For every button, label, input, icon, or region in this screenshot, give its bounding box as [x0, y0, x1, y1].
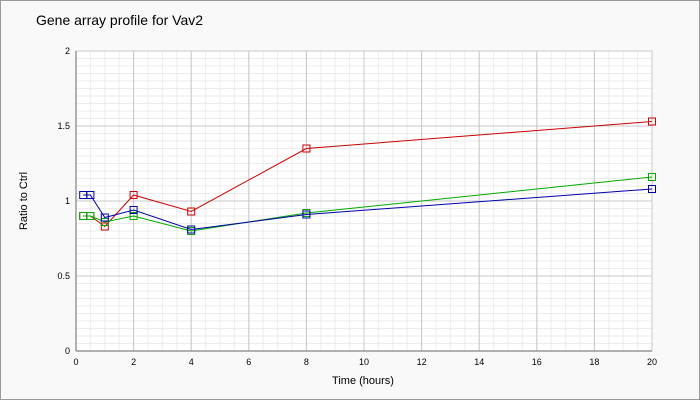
x-tick-label: 14 [474, 357, 484, 367]
data-point [187, 225, 196, 234]
y-tick-label: 1 [65, 196, 70, 206]
x-tick-label: 18 [589, 357, 599, 367]
chart-title: Gene array profile for Vav2 [36, 12, 204, 28]
data-point [129, 191, 138, 199]
x-tick-label: 4 [189, 357, 194, 367]
y-tick-label: 0.5 [57, 271, 70, 281]
y-tick-label: 2 [65, 46, 70, 56]
data-point [86, 191, 95, 199]
data-point [648, 185, 656, 193]
data-point [129, 212, 138, 220]
y-tick-label: 1.5 [57, 121, 70, 131]
y-axis-label: Ratio to Ctrl [18, 172, 30, 230]
data-point [648, 117, 656, 126]
data-point [100, 213, 109, 222]
x-tick-label: 16 [532, 357, 542, 367]
x-tick-label: 2 [131, 357, 136, 367]
data-point [302, 210, 311, 219]
data-point [100, 218, 109, 226]
data-point [100, 222, 109, 231]
x-tick-label: 20 [647, 357, 657, 367]
x-axis-label: Time (hours) [332, 375, 394, 387]
data-point [86, 212, 95, 220]
x-tick-label: 6 [246, 357, 251, 367]
data-point [648, 173, 656, 181]
data-point [187, 207, 196, 216]
data-point [302, 144, 311, 153]
x-tick-label: 10 [359, 357, 369, 367]
y-tick-label: 0 [65, 346, 70, 356]
x-tick-label: 12 [417, 357, 427, 367]
x-tick-label: 8 [304, 357, 309, 367]
x-tick-label: 0 [73, 357, 78, 367]
series-line [83, 176, 653, 232]
data-point [129, 206, 138, 214]
series-line [83, 188, 653, 231]
